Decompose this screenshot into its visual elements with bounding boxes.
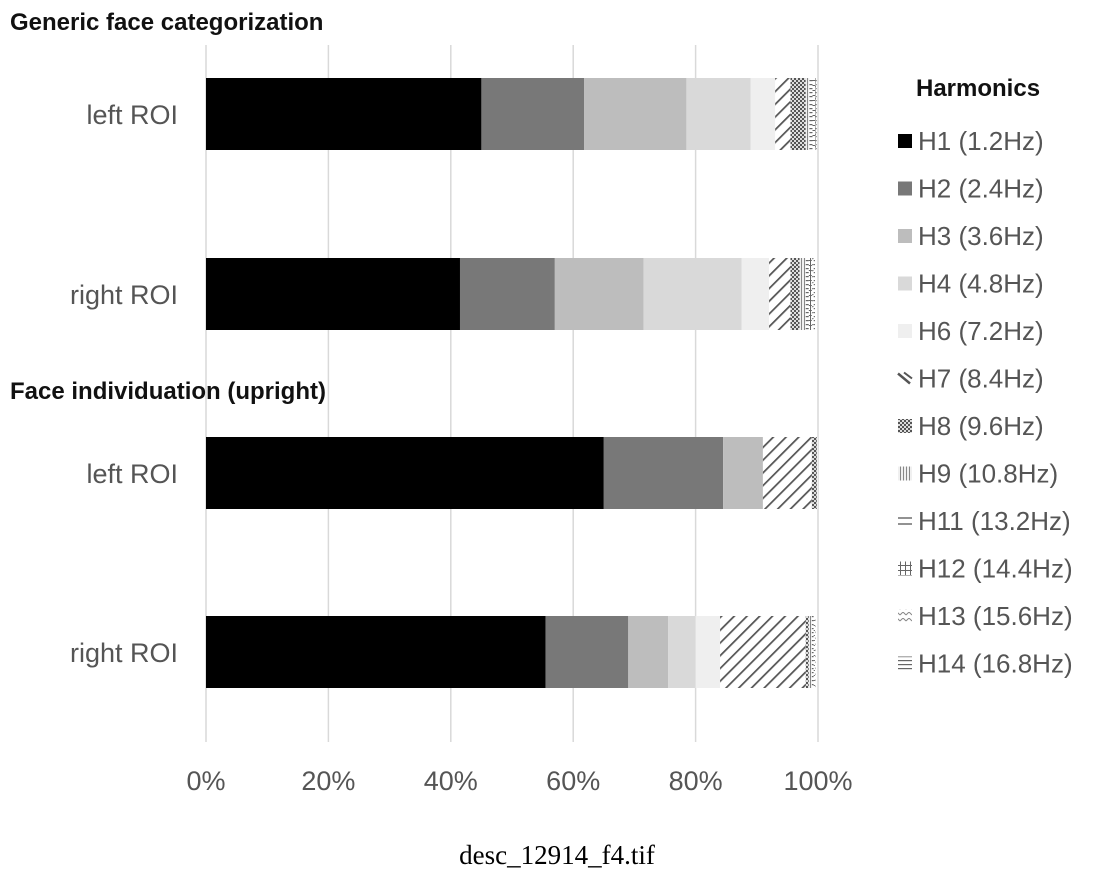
bar-segment-h14 xyxy=(813,258,815,330)
legend-swatch xyxy=(898,656,912,671)
bar-segment-h11 xyxy=(809,78,813,150)
legend-swatch xyxy=(898,609,912,623)
bar-segment-h6 xyxy=(695,616,721,688)
legend-item: H14 (16.8Hz) xyxy=(898,649,1073,679)
bar-segment-h6 xyxy=(741,258,770,330)
bar-segment-h13 xyxy=(815,78,817,150)
bar-segment-h4 xyxy=(686,78,751,150)
legend-label: H13 (15.6Hz) xyxy=(918,601,1073,631)
section-title-generic: Generic face categorization xyxy=(10,9,323,36)
bar-segment-h11 xyxy=(805,258,809,330)
x-tick-label: 40% xyxy=(424,766,478,796)
legend-swatch-hatch xyxy=(897,372,911,385)
bar-segment-h14 xyxy=(816,78,817,150)
bar-segment-h11 xyxy=(811,616,814,688)
legend-swatch xyxy=(898,134,912,148)
bar-segment-h13 xyxy=(811,258,814,330)
bar-segment-h4 xyxy=(668,616,696,688)
category-label: left ROI xyxy=(86,459,178,489)
bar-segment-h9 xyxy=(816,437,818,509)
bar-segment-h12 xyxy=(808,258,812,330)
bar-segment-h12 xyxy=(813,616,815,688)
bar-segment-h1 xyxy=(206,437,604,509)
legend-item: H11 (13.2Hz) xyxy=(898,506,1071,536)
x-tick-label: 100% xyxy=(783,766,852,796)
bar-segment-h8 xyxy=(805,616,809,688)
legend-swatch xyxy=(898,181,912,196)
bar-segment-h8 xyxy=(811,437,817,509)
bar-segment-h8 xyxy=(790,258,800,330)
x-tick-label: 20% xyxy=(301,766,355,796)
legend-label: H2 (2.4Hz) xyxy=(918,174,1044,204)
legend-item: H4 (4.8Hz) xyxy=(898,269,1044,299)
legend-label: H11 (13.2Hz) xyxy=(918,506,1071,536)
legend-label: H14 (16.8Hz) xyxy=(918,649,1073,679)
legend-item: H7 (8.4Hz) xyxy=(897,364,1044,394)
legend-item: H12 (14.4Hz) xyxy=(898,554,1073,584)
legend-item: H9 (10.8Hz) xyxy=(898,459,1058,489)
legend-swatch xyxy=(898,419,912,433)
legend-label: H7 (8.4Hz) xyxy=(918,364,1044,394)
legend-label: H9 (10.8Hz) xyxy=(918,459,1058,489)
bar-segment-h2 xyxy=(459,258,555,330)
legend-item: H1 (1.2Hz) xyxy=(898,126,1044,156)
legend-label: H1 (1.2Hz) xyxy=(918,126,1044,156)
category-label: right ROI xyxy=(70,280,178,310)
bar-segment-h3 xyxy=(584,78,687,150)
category-labels: left ROI right ROI left ROI right ROI xyxy=(70,100,178,668)
bar-segment-h9 xyxy=(805,78,810,150)
legend-label: H12 (14.4Hz) xyxy=(918,554,1073,584)
bar-segment-h1 xyxy=(206,78,482,150)
legend-swatch xyxy=(898,324,912,338)
bar-segment-h4 xyxy=(643,258,742,330)
legend-item: H3 (3.6Hz) xyxy=(898,221,1044,251)
x-tick-label: 0% xyxy=(186,766,225,796)
bar-segment-h7 xyxy=(775,78,791,150)
legend-swatch-hatch xyxy=(903,371,913,380)
legend-swatch xyxy=(898,229,912,243)
x-tick-label: 60% xyxy=(546,766,600,796)
bar-segment-h3 xyxy=(628,616,669,688)
legend-item: H13 (15.6Hz) xyxy=(898,601,1073,631)
legend-swatch xyxy=(898,561,912,576)
bars xyxy=(206,78,818,688)
bar-segment-h9 xyxy=(808,616,812,688)
category-label: right ROI xyxy=(70,638,178,668)
x-axis-tick-labels: 0% 20% 40% 60% 80% 100% xyxy=(186,766,852,796)
legend-item: H2 (2.4Hz) xyxy=(898,174,1044,204)
legend-swatch xyxy=(898,276,912,291)
bar-segment-h2 xyxy=(603,437,724,509)
bar-segment-h1 xyxy=(206,258,460,330)
bar-segment-h8 xyxy=(790,78,806,150)
bar-segment-h2 xyxy=(481,78,585,150)
legend: H1 (1.2Hz) H2 (2.4Hz) H3 (3.6Hz) H4 (4.8Hz)… xyxy=(897,126,1073,679)
legend-swatch xyxy=(898,466,912,481)
bar-segment-h3 xyxy=(723,437,763,509)
bar-segment-h7 xyxy=(769,258,791,330)
bar-segment-h13 xyxy=(814,616,816,688)
bar-segment-h7 xyxy=(762,437,812,509)
category-label: left ROI xyxy=(86,100,178,130)
bar-segment-h9 xyxy=(799,258,806,330)
legend-title: Harmonics xyxy=(916,75,1040,102)
section-title-individuation: Face individuation (upright) xyxy=(10,378,326,405)
legend-label: H6 (7.2Hz) xyxy=(918,316,1044,346)
legend-label: H3 (3.6Hz) xyxy=(918,221,1044,251)
legend-label: H4 (4.8Hz) xyxy=(918,269,1044,299)
bar-segment-h2 xyxy=(545,616,629,688)
legend-label: H8 (9.6Hz) xyxy=(918,411,1044,441)
figure-caption: desc_12914_f4.tif xyxy=(459,840,655,870)
legend-item: H6 (7.2Hz) xyxy=(898,316,1044,346)
bar-segment-h7 xyxy=(720,616,806,688)
bar-segment-h1 xyxy=(206,616,546,688)
legend-item: H8 (9.6Hz) xyxy=(898,411,1044,441)
bar-segment-h12 xyxy=(812,78,816,150)
bar-segment-h3 xyxy=(554,258,644,330)
bar-segment-h6 xyxy=(750,78,776,150)
x-tick-label: 80% xyxy=(669,766,723,796)
